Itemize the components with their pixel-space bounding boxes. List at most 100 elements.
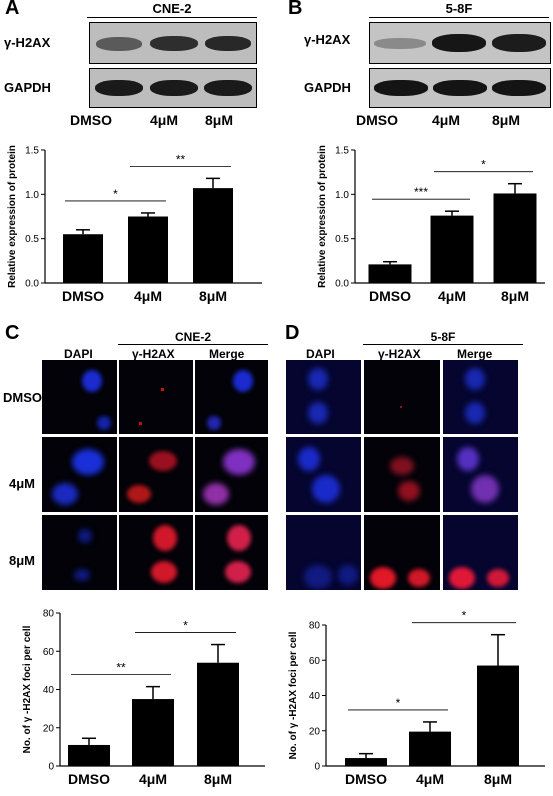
panel-c-title: CNE-2: [174, 330, 211, 344]
nucleus: [471, 475, 499, 503]
scale-bar: [490, 597, 516, 599]
x-tick-label: 4μM: [438, 288, 466, 304]
nucleus: [223, 449, 255, 475]
band: [374, 80, 428, 96]
nucleus: [457, 447, 479, 471]
nucleus: [72, 449, 104, 475]
significance-label: *: [481, 158, 486, 172]
band: [150, 36, 198, 51]
panel-label-d: D: [285, 322, 300, 344]
foci-cluster: [390, 457, 414, 475]
y-tick-label: 1.0: [335, 190, 349, 201]
micro-c-merge-dmso: [195, 360, 268, 434]
micro-d-dapi-dmso: [286, 360, 361, 434]
nucleus: [82, 370, 102, 392]
foci-cluster: [149, 451, 177, 471]
band: [374, 38, 426, 49]
micro-c-col-h2ax: γ-H2AX: [132, 347, 175, 361]
band: [204, 80, 252, 96]
micro-c-merge-4um: [195, 437, 268, 512]
bar: [68, 744, 110, 766]
blot-b-gapdh: [369, 68, 551, 108]
panel-b-title-line: [369, 17, 549, 18]
foci-cluster: [127, 485, 151, 503]
significance-label: *: [462, 609, 467, 623]
y-tick-label: 60: [309, 656, 321, 667]
blot-a-gapdh: [89, 68, 257, 108]
micro-d-col-dapi: DAPI: [306, 347, 335, 361]
micro-c-row-dmso: DMSO: [3, 390, 42, 405]
y-tick-label: 60: [43, 647, 55, 658]
y-tick-label: 80: [43, 609, 55, 620]
blot-a-lane-dmso: DMSO: [70, 112, 112, 128]
panel-label-a: A: [5, 0, 20, 19]
foci-cluster: [153, 525, 177, 551]
x-tick-label: DMSO: [62, 288, 104, 304]
y-tick-label: 0.5: [335, 234, 349, 245]
band: [433, 80, 487, 96]
micro-c-merge-8um: [195, 515, 268, 590]
micro-c-col-merge: Merge: [209, 347, 245, 361]
bar: [197, 662, 239, 766]
micro-c-dapi-4um: [42, 437, 117, 512]
chart-a: 0.0 0.5 1.0 1.5 Relative expression of prote…: [7, 145, 262, 304]
panel-a-title-line: [87, 17, 257, 18]
nucleus: [225, 561, 251, 583]
bar: [493, 193, 537, 283]
micro-c-dapi-dmso: [42, 360, 117, 434]
significance-label: *: [183, 619, 188, 633]
focus: [400, 406, 402, 408]
significance-label: ***: [414, 185, 428, 199]
panel-c-title-line: [118, 344, 268, 345]
nucleus: [203, 483, 229, 505]
band: [95, 80, 143, 96]
blot-b-lane-4um: 4μM: [432, 112, 461, 128]
significance-label: *: [396, 696, 401, 710]
x-tick-label: 4μM: [416, 771, 444, 787]
micro-c-dapi-8um: [42, 515, 117, 590]
y-tick-label: 0.0: [25, 279, 39, 290]
foci-cluster: [370, 567, 396, 589]
x-tick-label: 8μM: [501, 288, 529, 304]
x-tick-label: 4μM: [134, 288, 162, 304]
blot-b-lane-8um: 8μM: [492, 112, 521, 128]
bar: [477, 665, 519, 766]
panel-b-title: 5-8F: [445, 1, 473, 16]
significance-label: *: [113, 187, 118, 201]
x-tick-label: 8μM: [199, 288, 227, 304]
y-tick-label: 1.0: [25, 190, 39, 201]
bar: [132, 699, 174, 766]
foci-cluster: [151, 561, 177, 583]
nucleus: [227, 525, 251, 551]
micro-d-h2ax-8um: [364, 515, 440, 590]
micro-d-dapi-8um: [286, 515, 361, 590]
bar: [345, 758, 387, 766]
x-tick-label: DMSO: [369, 288, 411, 304]
y-tick-label: 0.0: [335, 279, 349, 290]
y-axis-label: Relative expression of protein: [7, 145, 18, 288]
band: [492, 34, 546, 52]
nucleus: [312, 475, 340, 503]
nucleus: [52, 483, 78, 505]
micro-c-row-8um: 8μM: [9, 553, 36, 568]
y-tick-label: 80: [309, 621, 321, 632]
nucleus: [465, 368, 485, 390]
micro-d-h2ax-dmso: [364, 360, 440, 434]
blot-a-row-label-h2ax: γ-H2AX: [4, 35, 51, 50]
blot-b-lane-dmso: DMSO: [356, 112, 398, 128]
significance-label: **: [176, 152, 186, 166]
micro-c-row-4um: 4μM: [9, 476, 36, 491]
band: [432, 34, 486, 52]
blot-b-h2ax: [369, 22, 551, 64]
band: [96, 37, 142, 51]
y-tick-label: 0: [48, 762, 54, 773]
nucleus: [487, 569, 509, 587]
nucleus: [74, 569, 90, 581]
band: [150, 80, 198, 96]
blot-a-lane-4um: 4μM: [150, 112, 179, 128]
band: [492, 80, 546, 96]
y-axis-label: Relative expression of protein: [317, 145, 328, 288]
panel-a-title: CNE-2: [152, 1, 192, 16]
y-tick-label: 20: [309, 726, 321, 737]
micro-c-h2ax-4um: [119, 437, 193, 512]
